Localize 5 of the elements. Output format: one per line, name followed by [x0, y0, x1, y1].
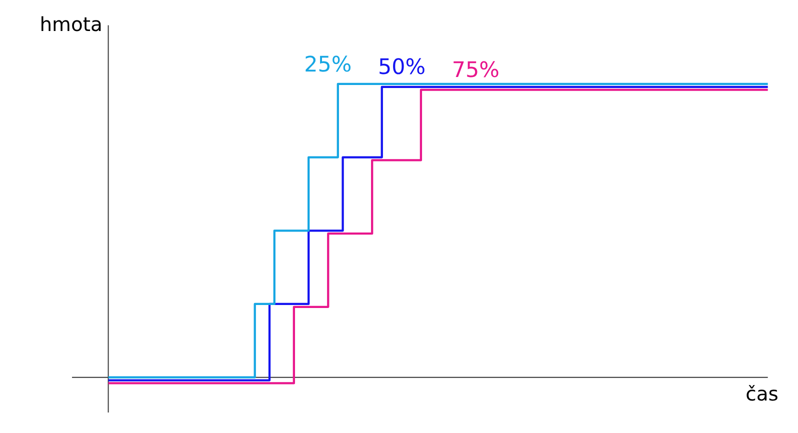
series-label: 75% — [452, 58, 500, 84]
x-axis-title: čas — [746, 382, 778, 406]
series-label: 50% — [378, 55, 426, 80]
y-axis-title: hmota — [40, 13, 102, 36]
series-label: 25% — [304, 52, 352, 78]
